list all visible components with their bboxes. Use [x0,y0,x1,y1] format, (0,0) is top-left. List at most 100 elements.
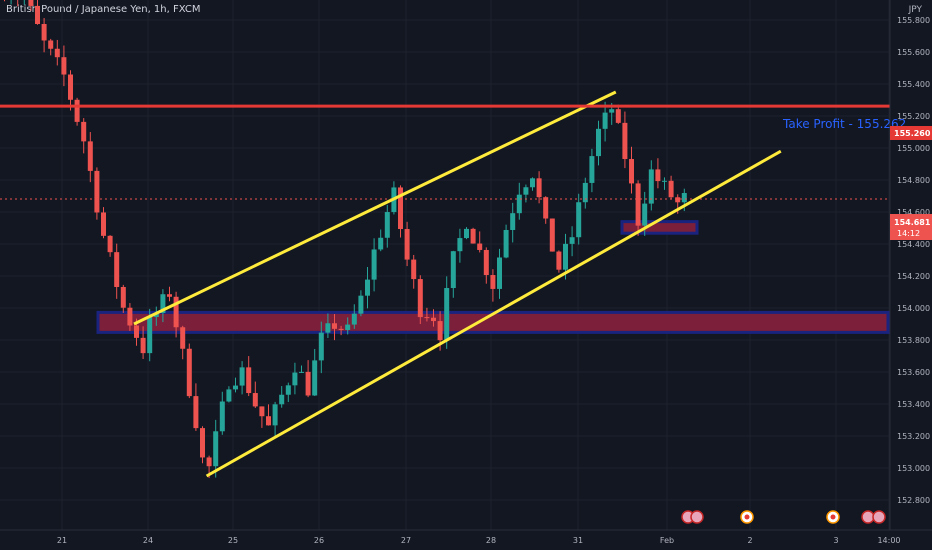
chart-grid [0,0,890,530]
candle-body [134,325,139,338]
candle-body [87,141,93,171]
candle-body [160,294,166,314]
candle-body [464,228,469,239]
candle-body [497,257,502,289]
candle-body [140,337,146,354]
candle-body [114,252,120,287]
event-icon-uk-1[interactable] [681,510,704,524]
price-tick-label: 154.200 [897,272,930,281]
candle-body [516,194,522,214]
candle-body [332,323,337,329]
candle-body [219,401,225,432]
price-tick-label: 155.800 [897,16,930,25]
candle-body [437,321,443,341]
price-tick-label: 154.800 [897,176,930,185]
candle-body [74,99,80,122]
channel-lower-line [205,149,782,478]
candle-body [292,372,298,386]
candle-body [404,229,410,260]
candle-body [457,238,463,252]
price-tick-label: 154.600 [897,208,930,217]
candle-body [246,367,252,394]
candle-body [444,288,450,341]
candle-body [193,396,199,429]
event-icon-uk-2[interactable] [861,510,886,524]
price-tick-label: 153.400 [897,400,930,409]
candle-body [629,159,634,184]
time-tick-label: 28 [486,536,496,545]
candle-body [167,294,172,297]
candle-body [351,313,357,325]
candle-body [668,180,674,198]
candle-body [477,243,483,250]
price-tick-label: 152.800 [897,496,930,505]
candle-body [510,213,516,230]
time-tick-label: 2 [747,536,752,545]
candle-body [490,275,496,289]
take-profit-price-tag [890,126,932,140]
candle-body [563,243,568,270]
currency-label: JPY [908,5,922,15]
candle-body [312,360,318,396]
candle-body [642,203,648,226]
time-axis: 21 24 25 26 27 28 31 Feb 2 3 14:00 [57,536,901,545]
candle-body [338,328,344,330]
candle-body [675,197,681,203]
candle-body [252,393,258,407]
candle-body [569,237,575,244]
candle-body [206,457,212,467]
take-profit-label: Take Profit - 155.262 [782,117,906,131]
candle-body [200,428,205,458]
time-tick-label: 24 [143,536,153,545]
candle-body [411,259,417,280]
time-tick-label: 21 [57,536,67,545]
candle-body [233,385,238,390]
candle-body [186,348,192,397]
candle-body [655,169,661,182]
symbol-title: British Pound / Japanese Yen, 1h, FXCM [6,4,201,15]
price-tick-label: 153.800 [897,336,930,345]
candle-body [266,416,271,426]
candle-body [378,237,384,250]
candle-body [431,317,436,322]
time-tick-label: 26 [314,536,324,545]
candle-body [681,193,687,203]
candle-body [325,323,331,333]
candle-body [28,0,34,6]
event-icon-jp-2[interactable] [826,510,840,524]
support-zone-small [620,220,699,235]
candle-body [556,251,562,270]
price-tick-label: 153.200 [897,432,930,441]
candle-body [147,317,153,354]
candle-body [305,371,311,396]
candle-body [424,317,430,319]
candle-body [384,212,390,238]
candle-body [523,187,529,195]
candle-body [153,313,159,318]
time-tick-label: 3 [833,536,838,545]
candle-body [107,235,113,253]
candle-body [398,187,403,230]
time-tick-label: 27 [401,536,411,545]
candle-body [101,212,106,236]
candle-body [596,128,601,157]
candle-body [483,249,489,276]
price-tick-label: 154.400 [897,240,930,249]
time-tick-label: 25 [228,536,238,545]
candle-body [81,121,87,142]
candle-body [365,279,370,296]
price-tick-label: 153.600 [897,368,930,377]
trend-channel [133,90,782,478]
time-tick-label: Feb [660,536,674,545]
candle-body [371,249,377,280]
candle-body [239,367,245,386]
candle-body [543,197,549,219]
price-axis: 156.000155.800155.600155.400155.200155.0… [897,16,930,505]
candle-body [582,182,588,203]
event-icon-jp[interactable] [740,510,754,524]
price-tick-label: 155.400 [897,80,930,89]
last-price-text: 154.681 [894,218,931,227]
candle-body [259,406,265,417]
candle-body [61,57,67,75]
